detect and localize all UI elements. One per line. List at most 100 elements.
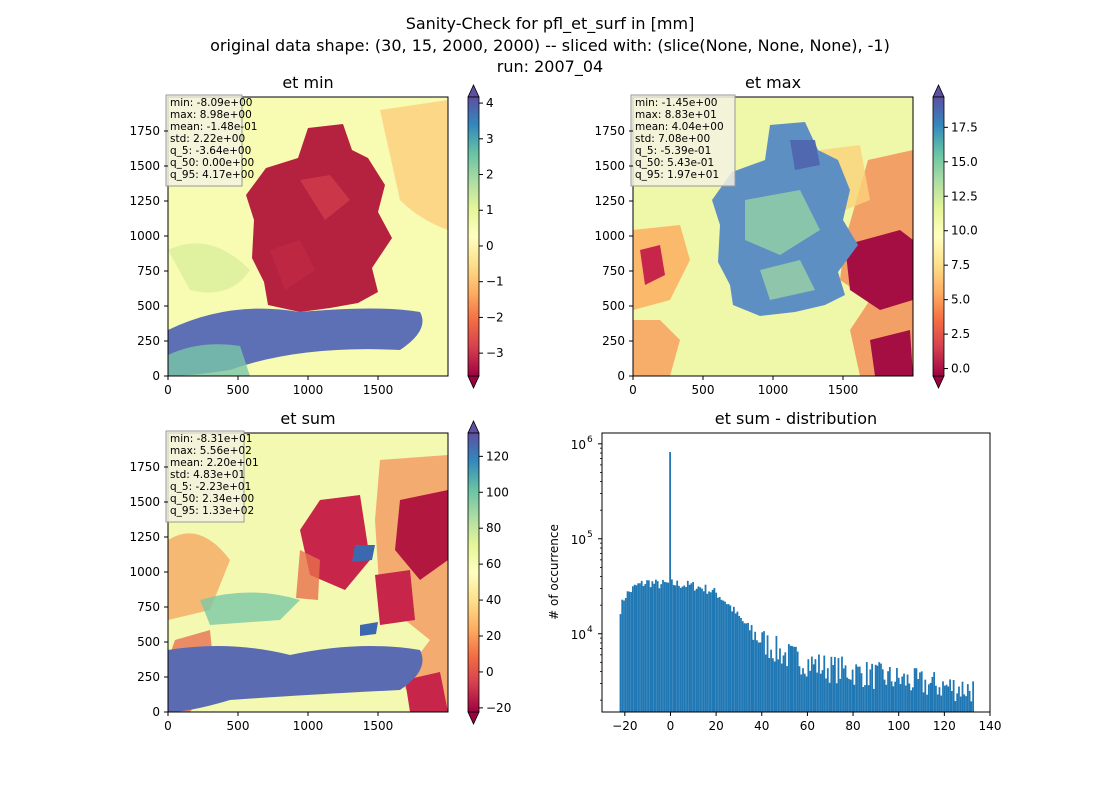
- stat-line: max: 5.56e+02: [170, 445, 252, 457]
- y-tick-label: 10: [571, 533, 586, 547]
- histogram-bar: [880, 663, 882, 712]
- histogram-bar: [860, 673, 863, 712]
- histogram-bar: [958, 686, 960, 712]
- histogram-bar: [873, 688, 875, 712]
- histogram-bar: [966, 684, 969, 712]
- histogram-bar: [869, 669, 872, 712]
- panel-et-max: et max min: -1.45e+00 max: 8.83e+01 mean…: [594, 73, 914, 397]
- histogram-bar: [883, 679, 886, 712]
- histogram-bar: [701, 588, 703, 712]
- y-tick-label: 1000: [129, 229, 160, 243]
- histogram-bar: [619, 614, 622, 712]
- y-tick-label: 10: [571, 628, 586, 642]
- histogram-bar: [704, 584, 707, 712]
- x-tick-label: 0: [164, 383, 172, 397]
- histogram-bar: [910, 690, 912, 712]
- stat-line: min: -8.31e+01: [170, 433, 252, 445]
- histogram-bar: [646, 580, 648, 712]
- histogram-bar: [894, 681, 897, 712]
- histogram-bar: [725, 604, 728, 712]
- histogram-bar: [667, 582, 670, 712]
- colorbar-tick-label: 40: [486, 593, 501, 607]
- figure-run-label: run: 2007_04: [497, 57, 603, 77]
- x-axis-et-min: 0 500 1000 1500: [164, 376, 393, 397]
- histogram-bar: [947, 686, 950, 712]
- histogram-bar: [740, 617, 742, 712]
- histogram-bar: [642, 585, 645, 712]
- histogram-bar: [694, 590, 696, 712]
- y-tick-label: 1250: [129, 194, 160, 208]
- histogram-bar: [690, 583, 693, 712]
- histogram-bar: [940, 695, 943, 712]
- histogram-bar: [945, 684, 948, 712]
- x-tick-label: 1000: [758, 383, 789, 397]
- y-tick-label: 1500: [129, 159, 160, 173]
- histogram-bar: [722, 600, 725, 712]
- x-tick-label: 0: [164, 719, 172, 733]
- histogram-bar: [771, 658, 774, 712]
- histogram-bar: [695, 588, 698, 712]
- histogram-bar: [849, 679, 852, 712]
- y-tick-label: 1000: [594, 229, 625, 243]
- histogram-bar: [920, 671, 923, 712]
- histogram-bar: [846, 677, 849, 712]
- histogram-bar: [805, 676, 808, 712]
- stat-line: mean: 2.20e+01: [170, 457, 259, 469]
- histogram-bar: [711, 589, 714, 712]
- histogram-bar: [917, 679, 920, 712]
- histogram-bar: [904, 685, 907, 712]
- histogram-bar: [780, 663, 783, 712]
- histogram-bar: [864, 685, 866, 712]
- histogram-bar: [729, 605, 732, 712]
- colorbar-tick-label: 0: [486, 239, 494, 253]
- y-tick-label: 750: [137, 600, 160, 614]
- y-tick-label: 250: [602, 334, 625, 348]
- stat-line: max: 8.98e+00: [170, 109, 252, 121]
- histogram-frame: [601, 432, 991, 713]
- colorbar-tick-label: 100: [486, 485, 509, 499]
- histogram-bar: [959, 696, 962, 712]
- histogram-bar: [630, 592, 632, 712]
- histogram-bar: [777, 659, 780, 712]
- histogram-bar: [855, 664, 858, 712]
- histogram-bar: [640, 580, 643, 712]
- histogram-bar: [965, 696, 967, 712]
- histogram-bar: [952, 679, 955, 712]
- y-tick-exponent: 5: [587, 530, 593, 540]
- colorbar-tick-label: 10.0: [951, 224, 978, 238]
- histogram-bar: [697, 586, 700, 712]
- histogram-bar: [639, 583, 641, 712]
- histogram-bar: [647, 580, 650, 712]
- histogram-bar: [826, 668, 829, 712]
- histogram-bar: [950, 691, 953, 712]
- histogram-bar: [702, 591, 705, 712]
- histogram-bar: [724, 601, 726, 712]
- histogram-bar: [798, 666, 801, 712]
- histogram-bar: [674, 585, 677, 712]
- stat-line: q_5: -3.64e+00: [170, 145, 251, 157]
- histogram-bar: [876, 665, 879, 712]
- histogram-bar: [961, 681, 964, 712]
- histogram-bar: [935, 685, 937, 712]
- colorbar-tick-label: 2: [486, 168, 494, 182]
- histogram-bar: [803, 673, 806, 712]
- histogram-bar: [901, 676, 904, 712]
- stat-line: min: -1.45e+00: [635, 97, 717, 109]
- panel-title-et-min: et min: [282, 73, 333, 92]
- y-tick-label: 1750: [129, 460, 160, 474]
- histogram-bar: [956, 693, 959, 712]
- colorbar-tick-label: 80: [486, 521, 501, 535]
- colorbar-tick-label: 20: [486, 629, 501, 643]
- histogram-bar: [624, 597, 627, 712]
- histogram-bar: [727, 604, 730, 712]
- heatmap-et-sum: [168, 433, 448, 712]
- stat-line: q_50: 5.43e-01: [635, 157, 714, 169]
- x-tick-label: 1000: [293, 719, 324, 733]
- y-tick-label: 1750: [129, 124, 160, 138]
- histogram-bar: [931, 676, 934, 712]
- histogram-bar: [708, 591, 710, 712]
- histogram-bar: [623, 600, 625, 712]
- x-tick-label: 100: [887, 719, 910, 733]
- colorbar-tick-label: 12.5: [951, 189, 978, 203]
- stat-line: q_5: -5.39e-01: [635, 145, 711, 157]
